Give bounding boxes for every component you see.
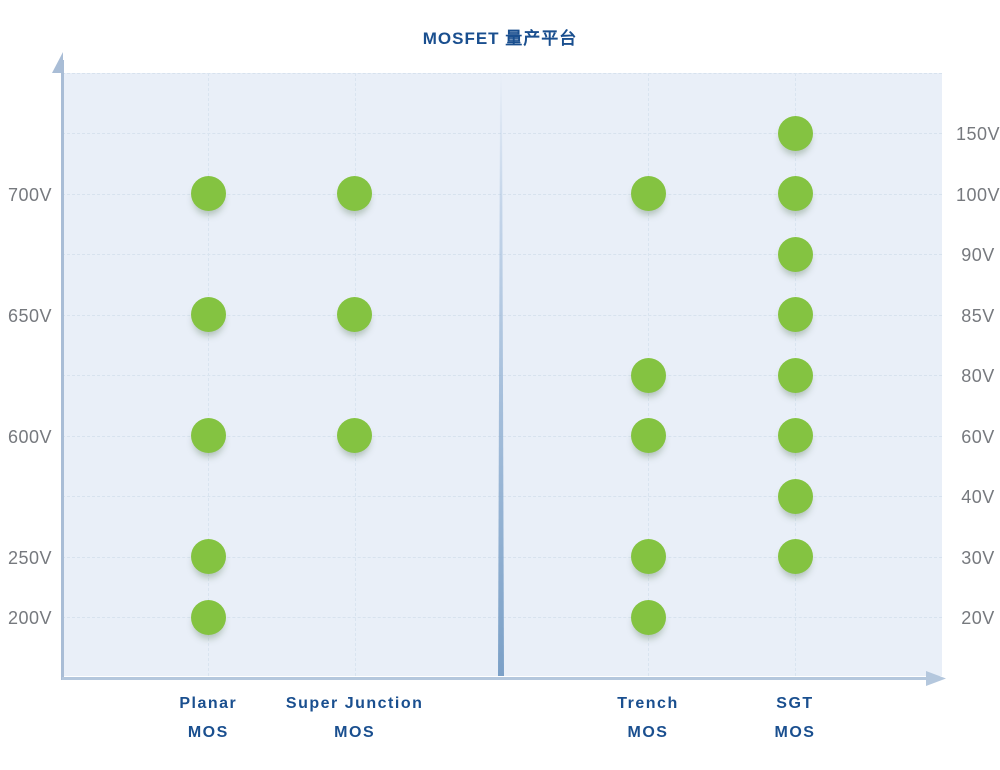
gridline-vertical	[354, 73, 356, 676]
platform-label: Trench MOS	[538, 692, 758, 745]
data-dot	[630, 357, 666, 393]
data-dot	[190, 297, 226, 333]
platform-name-suffix: MOS	[774, 724, 816, 741]
data-dot	[630, 418, 666, 454]
data-dot	[337, 297, 373, 333]
data-dot	[630, 599, 666, 635]
right-axis-label: 20V	[961, 608, 995, 628]
data-dot	[777, 297, 813, 333]
data-dot	[190, 176, 226, 212]
section-divider	[498, 74, 504, 676]
data-dot	[630, 539, 666, 575]
data-dot	[337, 418, 373, 454]
data-dot	[190, 599, 226, 635]
platform-name-suffix: MOS	[187, 724, 229, 741]
data-dot	[777, 418, 813, 454]
platform-label: Planar MOS	[98, 692, 318, 745]
left-axis-label: 250V	[7, 547, 52, 568]
right-axis-label: 60V	[961, 426, 995, 447]
right-axis-label: 30V	[961, 547, 995, 568]
data-dot	[777, 478, 813, 514]
right-axis-label: 100V	[955, 184, 1000, 205]
platform-name: Planar	[179, 695, 238, 712]
right-axis-label: 85V	[961, 305, 995, 326]
gridline-vertical	[208, 73, 210, 676]
data-dot	[777, 236, 813, 272]
left-axis-label: 600V	[7, 426, 52, 447]
left-axis-label: 200V	[7, 608, 52, 628]
data-dot	[190, 539, 226, 575]
data-dot	[777, 539, 813, 575]
platform-name-suffix: MOS	[334, 724, 376, 741]
platform-name: SGT	[776, 695, 814, 712]
right-axis-label: 80V	[961, 366, 995, 387]
platform-name: Super Junction	[285, 695, 424, 712]
data-dot	[337, 176, 373, 212]
data-dot	[190, 418, 226, 454]
data-dot	[630, 176, 666, 212]
left-axis-label: 700V	[7, 184, 52, 205]
right-axis-label: 150V	[955, 124, 1000, 145]
data-dot	[777, 115, 813, 151]
data-dot	[777, 357, 813, 393]
chart-title: MOSFET 量产平台	[422, 29, 578, 48]
x-axis-line	[62, 676, 928, 680]
gridline-horizontal	[62, 73, 942, 74]
right-axis-label: 90V	[961, 245, 995, 266]
platform-label: Super Junction MOS	[245, 692, 465, 745]
right-axis-label: 40V	[961, 487, 995, 508]
platform-name-suffix: MOS	[627, 724, 669, 741]
platform-name: Trench	[617, 695, 679, 712]
left-axis-label: 650V	[7, 305, 52, 326]
y-axis-line	[60, 60, 64, 680]
data-dot	[777, 176, 813, 212]
platform-label: SGT MOS	[685, 692, 905, 745]
y-axis-arrow-icon	[52, 52, 63, 73]
